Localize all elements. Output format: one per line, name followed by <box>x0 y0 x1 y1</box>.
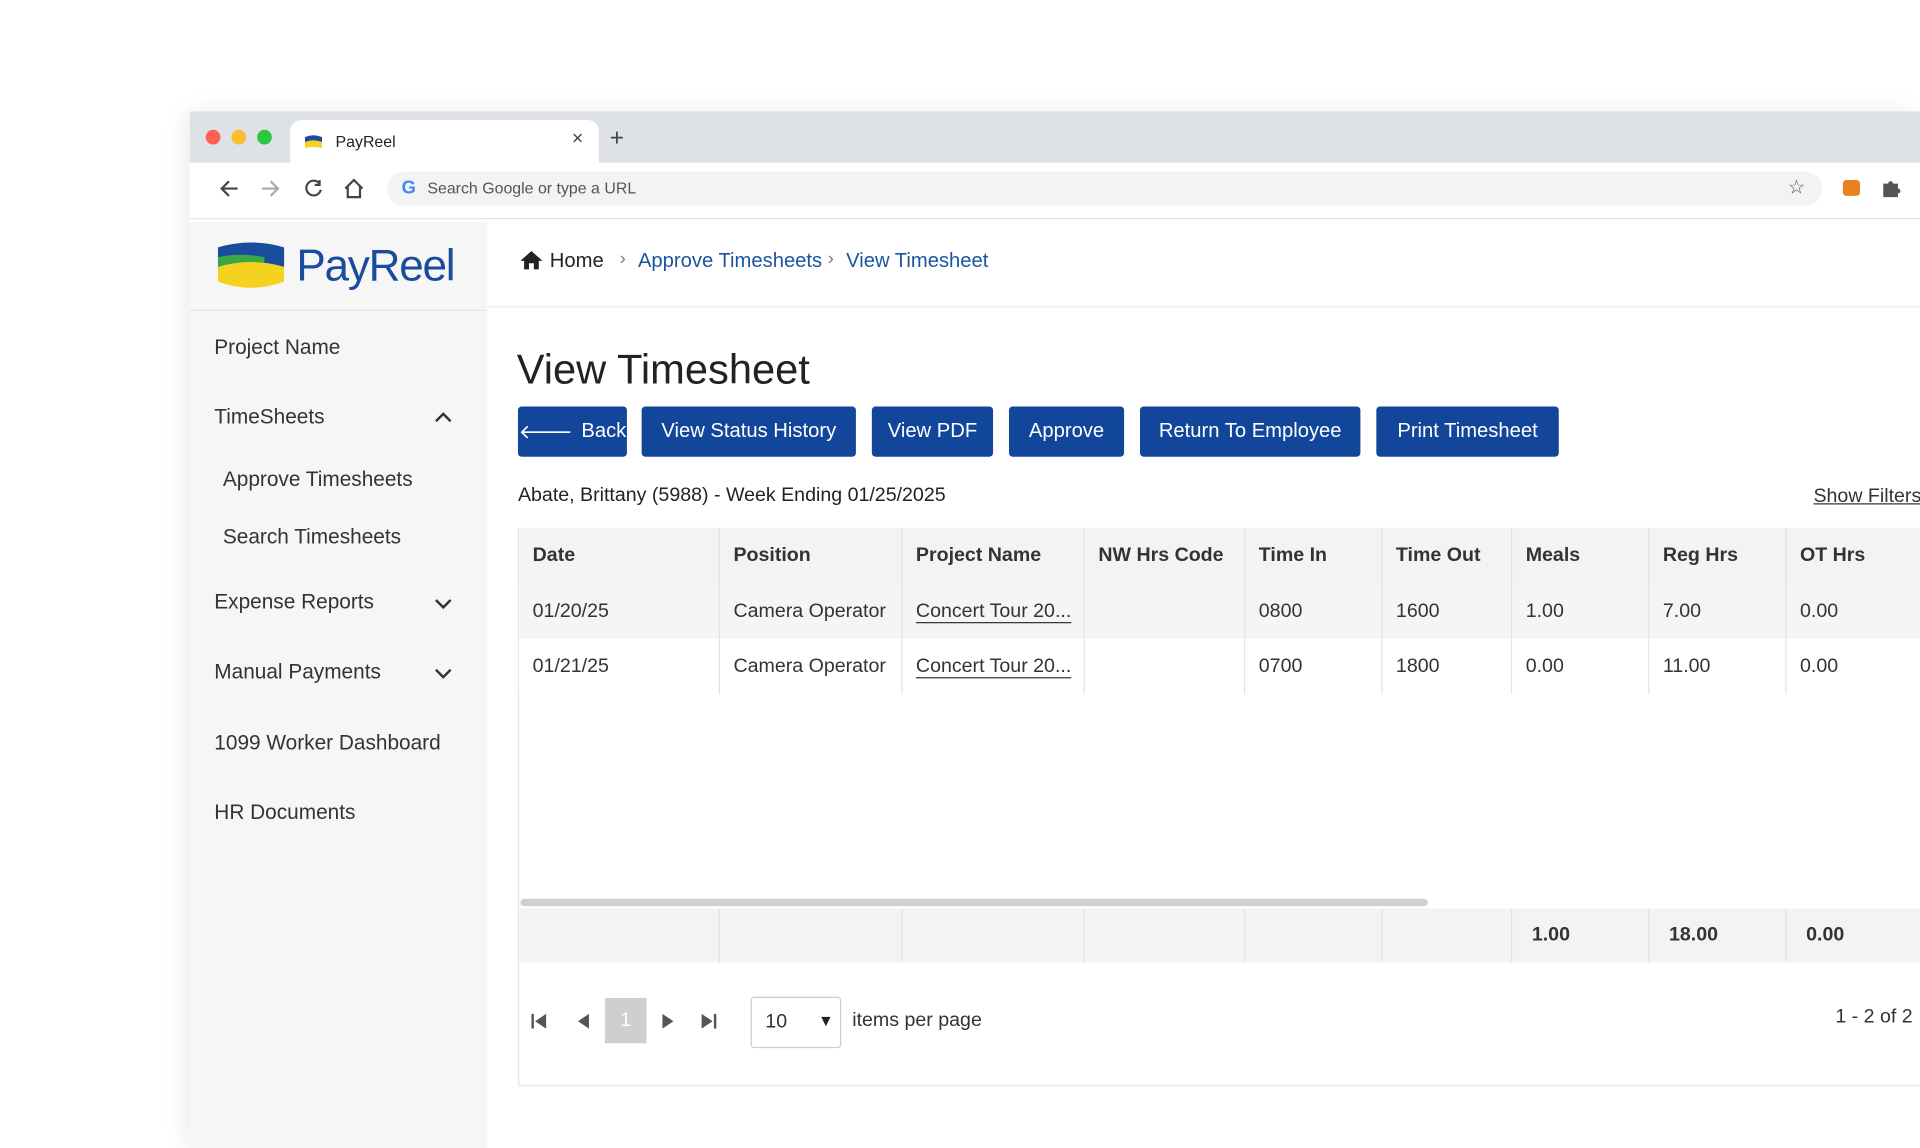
back-button[interactable]: 🡐 Back <box>517 406 627 457</box>
table-cell: 1800 <box>1382 639 1513 695</box>
total-cell <box>1382 908 1513 963</box>
extensions-menu[interactable] <box>1881 179 1902 199</box>
total-cell <box>902 908 1085 963</box>
nav-subitem[interactable]: Approve Timesheets <box>222 467 413 492</box>
scrollbar[interactable] <box>520 898 1428 907</box>
button-label: Back <box>581 420 627 443</box>
timesheet-grid: Date Position Project Name NW Hrs Code Time … <box>517 527 1920 1087</box>
total-cell <box>1245 908 1383 963</box>
column-header[interactable]: Position <box>720 527 903 585</box>
google-icon: G <box>401 177 416 199</box>
breadcrumb-separator: › <box>619 248 626 270</box>
show-filters[interactable]: Show Filters <box>1813 486 1920 507</box>
close-window[interactable] <box>205 129 221 145</box>
column-header[interactable]: Project Name <box>902 527 1085 585</box>
total-cell <box>720 908 903 963</box>
chevron-down[interactable] <box>435 598 452 610</box>
button[interactable]: Return To Employee <box>1140 406 1361 457</box>
page-title: View Timesheet <box>516 346 810 394</box>
page-size-select[interactable]: 10 ▼ <box>750 996 842 1049</box>
table-cell: 0700 <box>1245 639 1383 695</box>
nav-item[interactable]: HR Documents <box>214 800 356 825</box>
pager-arrows[interactable] <box>530 1011 726 1032</box>
nav-item[interactable]: Manual Payments <box>214 660 381 684</box>
table-cell <box>1084 639 1246 695</box>
table-cell: 01/20/25 <box>519 584 720 640</box>
current-page[interactable]: 1 <box>604 997 647 1044</box>
table-cell: 0.00 <box>1512 639 1650 695</box>
table-cell: 7.00 <box>1649 584 1787 640</box>
nav-item[interactable]: 1099 Worker Dashboard <box>214 731 441 755</box>
table-cell <box>1084 584 1246 640</box>
breadcrumb-item: View Timesheet <box>846 249 989 272</box>
table-cell: 0.00 <box>1786 639 1920 695</box>
nav-buttons[interactable] <box>218 176 377 200</box>
table-cell: 1.00 <box>1512 584 1650 640</box>
table-cell: 0800 <box>1245 584 1383 640</box>
maximize-window[interactable] <box>257 129 272 145</box>
total-cell <box>519 908 720 963</box>
column-header[interactable]: NW Hrs Code <box>1084 527 1246 585</box>
sidebar-divider <box>189 309 488 312</box>
column-header[interactable]: Time In <box>1245 527 1383 585</box>
total-cell <box>1084 908 1246 963</box>
nav-item[interactable]: Project Name <box>214 335 341 359</box>
extension-icon[interactable] <box>1842 180 1860 196</box>
table-cell: 1600 <box>1382 584 1513 640</box>
table-cell: Camera Operator <box>720 584 903 640</box>
breadcrumb-item[interactable]: Approve Timesheets <box>637 249 823 272</box>
dropdown-arrow: ▼ <box>817 1011 834 1030</box>
page-size: 10 <box>765 1011 788 1033</box>
total-cell: 1.00 <box>1512 908 1650 963</box>
logo-text[interactable]: PayReel <box>296 240 455 291</box>
button[interactable]: Print Timesheet <box>1376 406 1559 457</box>
new-tab[interactable]: + <box>609 124 625 152</box>
nav-item[interactable]: Expense Reports <box>214 590 374 614</box>
column-header[interactable]: Reg Hrs <box>1649 527 1787 585</box>
tab-favicon <box>304 135 323 149</box>
logo-icon <box>217 242 285 288</box>
chevron-down[interactable] <box>435 667 452 679</box>
timesheet-subtitle: Abate, Brittany (5988) - Week Ending 01/… <box>517 484 946 506</box>
table-cell: 11.00 <box>1649 639 1787 695</box>
minimize-window[interactable] <box>231 129 247 145</box>
nav-item[interactable]: TimeSheets <box>214 405 325 429</box>
back-arrow: 🡐 <box>518 421 573 444</box>
home-icon[interactable] <box>520 250 543 271</box>
page-size-label: items per page <box>852 1010 982 1032</box>
column-header[interactable]: Meals <box>1512 527 1650 585</box>
header-divider <box>487 306 1920 308</box>
table-cell: 0.00 <box>1786 584 1920 640</box>
project-link[interactable]: Concert Tour 20... <box>902 584 1085 640</box>
breadcrumb-item[interactable]: Home <box>549 249 604 272</box>
column-header[interactable]: OT Hrs <box>1786 527 1920 585</box>
nav-subitem[interactable]: Search Timesheets <box>222 525 402 549</box>
button[interactable]: View PDF <box>871 406 994 457</box>
total-cell: 0.00 <box>1786 908 1920 963</box>
table-cell: Camera Operator <box>720 639 903 695</box>
browser-tab[interactable]: PayReel × <box>290 120 599 165</box>
button[interactable]: View Status History <box>641 406 856 457</box>
table-cell: 01/21/25 <box>519 639 720 695</box>
breadcrumb-separator: › <box>827 248 834 270</box>
page-range: 1 - 2 of 2 <box>1835 1006 1913 1028</box>
tab-close[interactable]: × <box>571 128 584 150</box>
column-header[interactable]: Date <box>519 527 720 585</box>
total-cell: 18.00 <box>1649 908 1787 963</box>
column-header[interactable]: Time Out <box>1382 527 1513 585</box>
chevron-up[interactable] <box>435 411 452 423</box>
sidebar <box>189 221 488 1148</box>
address-placeholder: Search Google or type a URL <box>427 178 637 198</box>
bookmark-star[interactable]: ☆ <box>1787 177 1806 199</box>
project-link[interactable]: Concert Tour 20... <box>902 639 1085 695</box>
address-bar[interactable]: G Search Google or type a URL ☆ <box>386 171 1823 206</box>
tab-title: PayReel <box>335 132 396 151</box>
button[interactable]: Approve <box>1008 406 1125 457</box>
